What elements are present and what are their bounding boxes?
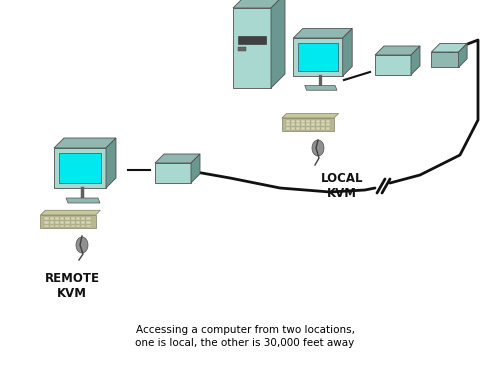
Polygon shape: [71, 221, 75, 223]
Polygon shape: [65, 225, 70, 227]
Text: LOCAL
KVM: LOCAL KVM: [321, 172, 363, 200]
Polygon shape: [81, 225, 85, 227]
Polygon shape: [316, 120, 319, 122]
Text: REMOTE
KVM: REMOTE KVM: [45, 272, 99, 300]
Polygon shape: [106, 138, 116, 188]
Polygon shape: [49, 217, 54, 220]
Polygon shape: [316, 124, 319, 126]
Polygon shape: [291, 124, 294, 126]
Polygon shape: [459, 44, 467, 67]
Polygon shape: [294, 28, 352, 38]
Polygon shape: [325, 127, 330, 130]
Polygon shape: [155, 163, 191, 183]
Polygon shape: [343, 28, 352, 76]
Text: one is local, the other is 30,000 feet away: one is local, the other is 30,000 feet a…: [135, 338, 355, 348]
Polygon shape: [282, 118, 334, 131]
Polygon shape: [233, 0, 285, 8]
Polygon shape: [59, 153, 101, 183]
Polygon shape: [305, 120, 310, 122]
Polygon shape: [44, 221, 49, 223]
Polygon shape: [86, 217, 91, 220]
Polygon shape: [294, 38, 343, 76]
Polygon shape: [295, 127, 299, 130]
Polygon shape: [55, 225, 59, 227]
Polygon shape: [300, 124, 305, 126]
Polygon shape: [431, 52, 459, 67]
Polygon shape: [76, 217, 80, 220]
Polygon shape: [431, 44, 467, 52]
Polygon shape: [81, 217, 85, 220]
Polygon shape: [49, 221, 54, 223]
Polygon shape: [49, 225, 54, 227]
Polygon shape: [66, 198, 100, 203]
Polygon shape: [320, 120, 324, 122]
Polygon shape: [291, 127, 294, 130]
Polygon shape: [238, 47, 246, 51]
Polygon shape: [325, 124, 330, 126]
Polygon shape: [282, 114, 339, 118]
Polygon shape: [55, 217, 59, 220]
Polygon shape: [286, 127, 290, 130]
Polygon shape: [54, 138, 116, 148]
Polygon shape: [191, 154, 200, 183]
Polygon shape: [320, 127, 324, 130]
Polygon shape: [60, 225, 64, 227]
Polygon shape: [295, 120, 299, 122]
Polygon shape: [55, 221, 59, 223]
Polygon shape: [305, 127, 310, 130]
Polygon shape: [155, 154, 200, 163]
Polygon shape: [44, 225, 49, 227]
Polygon shape: [316, 127, 319, 130]
Polygon shape: [86, 221, 91, 223]
Ellipse shape: [312, 140, 324, 156]
Polygon shape: [233, 8, 271, 88]
Polygon shape: [65, 217, 70, 220]
Polygon shape: [86, 225, 91, 227]
Polygon shape: [60, 217, 64, 220]
Polygon shape: [295, 124, 299, 126]
Polygon shape: [71, 225, 75, 227]
Polygon shape: [44, 217, 49, 220]
Ellipse shape: [76, 237, 88, 253]
Polygon shape: [311, 127, 315, 130]
Polygon shape: [81, 221, 85, 223]
Polygon shape: [71, 217, 75, 220]
Polygon shape: [65, 221, 70, 223]
Polygon shape: [271, 0, 285, 88]
Polygon shape: [311, 124, 315, 126]
Polygon shape: [76, 225, 80, 227]
Polygon shape: [375, 46, 420, 55]
Polygon shape: [286, 120, 290, 122]
Polygon shape: [54, 148, 106, 188]
Polygon shape: [41, 210, 100, 215]
Polygon shape: [411, 46, 420, 75]
Polygon shape: [60, 221, 64, 223]
Text: Accessing a computer from two locations,: Accessing a computer from two locations,: [136, 325, 354, 335]
Polygon shape: [298, 43, 338, 71]
Polygon shape: [300, 127, 305, 130]
Polygon shape: [238, 36, 266, 44]
Polygon shape: [76, 221, 80, 223]
Polygon shape: [300, 120, 305, 122]
Polygon shape: [305, 124, 310, 126]
Polygon shape: [305, 85, 337, 90]
Polygon shape: [375, 55, 411, 75]
Polygon shape: [320, 124, 324, 126]
Polygon shape: [286, 124, 290, 126]
Polygon shape: [41, 215, 96, 228]
Polygon shape: [291, 120, 294, 122]
Polygon shape: [325, 120, 330, 122]
Polygon shape: [311, 120, 315, 122]
